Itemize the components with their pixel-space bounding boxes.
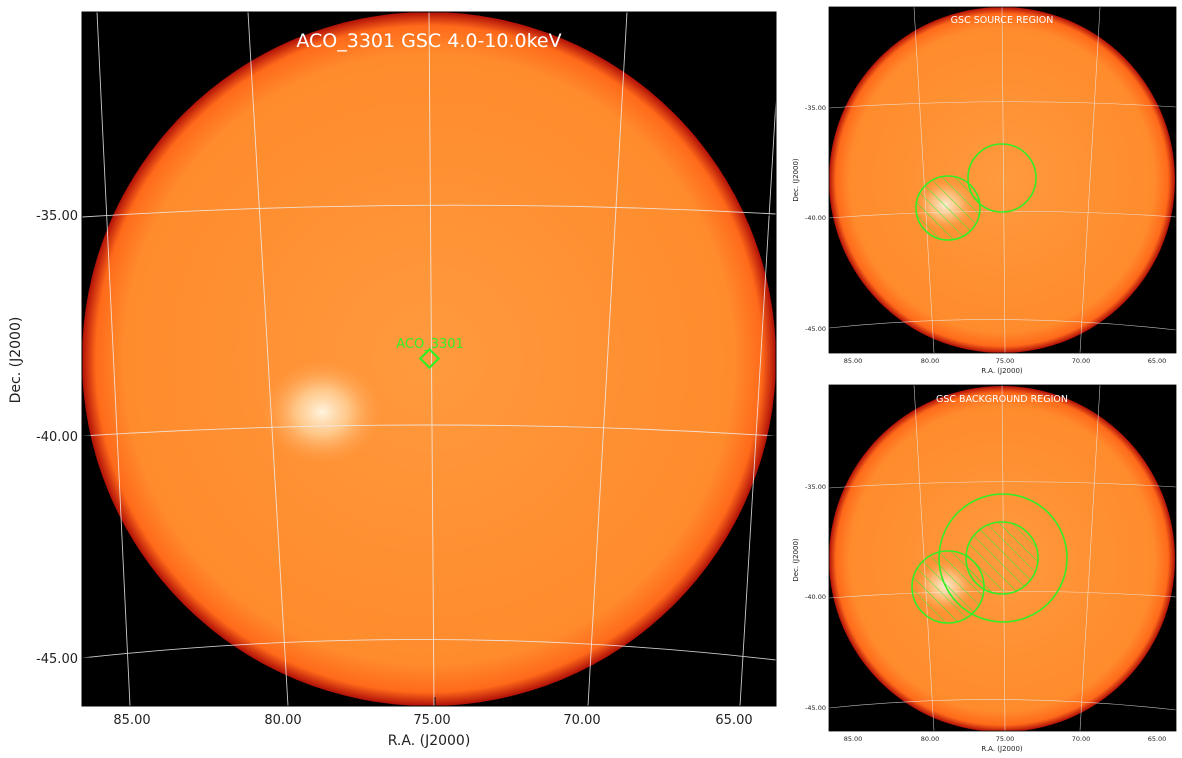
source-x-axis-label: R.A. (J2000) <box>981 367 1023 375</box>
main-frame <box>81 11 777 707</box>
dec-tick-label: -40.00 <box>36 430 78 445</box>
main-title: ACO_3301 GSC 4.0-10.0keV <box>296 30 561 52</box>
source-exclusion-circle <box>911 550 985 624</box>
ra-tick-label: 65.00 <box>1148 735 1167 743</box>
background-panel-title: GSC BACKGROUND REGION <box>936 394 1068 405</box>
ra-tick-label: 65.00 <box>1148 357 1167 365</box>
background-y-axis-label: Dec. (J2000) <box>792 538 800 582</box>
ra-tick-label: 80.00 <box>921 357 940 365</box>
source-frame <box>828 6 1177 354</box>
ra-tick-label: 85.00 <box>844 357 863 365</box>
main-image-svg: ACO_3301 ACO_3301 GSC 4.0-10.0keV 85.00 … <box>8 11 777 749</box>
target-circle <box>967 143 1037 213</box>
ra-tick-label: 75.00 <box>413 713 450 728</box>
detector-disk <box>82 12 776 706</box>
source-y-axis-label: Dec. (J2000) <box>792 158 800 202</box>
dec-tick-label: -45.00 <box>805 325 826 333</box>
main-y-axis-label: Dec. (J2000) <box>8 317 24 404</box>
ra-tick-label: 70.00 <box>563 713 600 728</box>
ra-tick-label: 80.00 <box>264 713 301 728</box>
coordinate-grid <box>829 7 1176 353</box>
detector-disk <box>829 7 1175 353</box>
main-x-axis-label: R.A. (J2000) <box>388 733 471 749</box>
dec-tick-label: -45.00 <box>36 652 78 667</box>
background-x-axis-label: R.A. (J2000) <box>981 745 1023 753</box>
source-panel-title: GSC SOURCE REGION <box>951 15 1054 26</box>
dec-tick-label: -35.00 <box>805 483 826 491</box>
ra-tick-label: 75.00 <box>996 735 1015 743</box>
source-region-panel: GSC SOURCE REGION 85.00 80.00 75.00 70.0… <box>790 0 1182 378</box>
ra-tick-label: 80.00 <box>921 735 940 743</box>
ra-tick-label: 70.00 <box>1072 357 1091 365</box>
dec-tick-label: -35.00 <box>36 209 78 224</box>
source-extraction-circle <box>915 175 981 241</box>
dec-tick-label: -40.00 <box>805 593 826 601</box>
bright-emission-spot <box>262 360 382 464</box>
ra-tick-label: 85.00 <box>844 735 863 743</box>
main-image-panel: ACO_3301 ACO_3301 GSC 4.0-10.0keV 85.00 … <box>8 11 777 749</box>
ra-tick-label: 70.00 <box>1072 735 1091 743</box>
ra-tick-label: 85.00 <box>113 713 150 728</box>
source-diamond-marker <box>418 347 441 370</box>
main-ticks <box>82 214 776 706</box>
background-region-svg: GSC BACKGROUND REGION 85.00 80.00 75.00 … <box>792 384 1177 753</box>
dec-tick-label: -40.00 <box>805 214 826 222</box>
background-region-panel: GSC BACKGROUND REGION 85.00 80.00 75.00 … <box>790 378 1182 758</box>
source-region-svg: GSC SOURCE REGION 85.00 80.00 75.00 70.0… <box>792 6 1177 375</box>
ra-tick-label: 65.00 <box>715 713 752 728</box>
coordinate-grid <box>82 12 776 706</box>
ra-tick-label: 75.00 <box>996 357 1015 365</box>
source-label: ACO_3301 <box>396 337 464 352</box>
dec-tick-label: -45.00 <box>805 704 826 712</box>
background-frame <box>828 384 1177 732</box>
dec-tick-label: -35.00 <box>805 104 826 112</box>
